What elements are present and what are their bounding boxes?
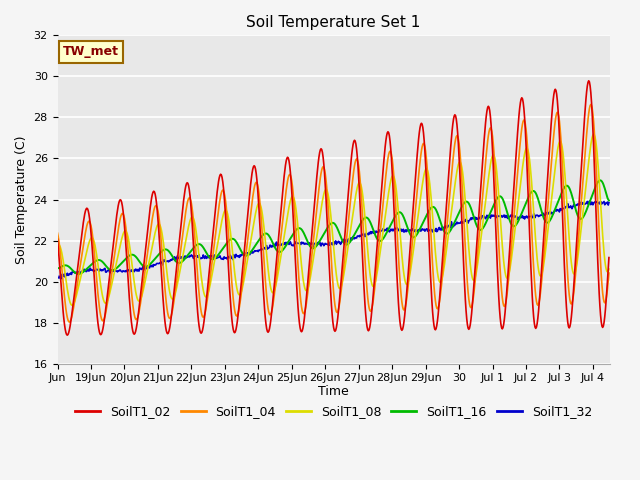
SoilT1_04	[587, 102, 595, 108]
SoilT1_32	[419, 226, 426, 232]
SoilT1_32	[558, 207, 566, 213]
SoilT1_16	[463, 199, 470, 204]
SoilT1_16	[605, 198, 612, 204]
SoilT1_04	[463, 270, 470, 276]
SoilT1_16	[75, 271, 83, 277]
SoilT1_08	[558, 144, 566, 150]
SoilT1_32	[593, 199, 601, 204]
SoilT1_02	[426, 256, 434, 262]
SoilT1_16	[358, 218, 366, 224]
SoilT1_08	[54, 242, 61, 248]
SoilT1_32	[605, 200, 612, 205]
SoilT1_04	[65, 319, 73, 325]
Text: TW_met: TW_met	[63, 45, 119, 58]
SoilT1_04	[54, 230, 61, 236]
SoilT1_08	[426, 181, 434, 187]
Line: SoilT1_04: SoilT1_04	[58, 105, 609, 322]
SoilT1_04	[426, 209, 434, 215]
SoilT1_08	[68, 302, 76, 308]
SoilT1_02	[558, 205, 566, 211]
Legend: SoilT1_02, SoilT1_04, SoilT1_08, SoilT1_16, SoilT1_32: SoilT1_02, SoilT1_04, SoilT1_08, SoilT1_…	[70, 400, 597, 423]
SoilT1_16	[419, 222, 426, 228]
X-axis label: Time: Time	[318, 385, 349, 398]
SoilT1_02	[54, 236, 61, 242]
SoilT1_08	[589, 132, 597, 137]
Line: SoilT1_16: SoilT1_16	[58, 180, 609, 274]
Line: SoilT1_02: SoilT1_02	[58, 81, 609, 335]
SoilT1_04	[558, 159, 566, 165]
Line: SoilT1_08: SoilT1_08	[58, 134, 609, 305]
SoilT1_08	[593, 150, 601, 156]
SoilT1_04	[419, 144, 426, 150]
Title: Soil Temperature Set 1: Soil Temperature Set 1	[246, 15, 420, 30]
SoilT1_32	[586, 198, 593, 204]
SoilT1_08	[605, 266, 612, 272]
SoilT1_32	[358, 232, 366, 238]
SoilT1_08	[419, 183, 426, 189]
Y-axis label: Soil Temperature (C): Soil Temperature (C)	[15, 135, 28, 264]
SoilT1_32	[426, 228, 434, 233]
SoilT1_02	[593, 240, 601, 246]
SoilT1_32	[463, 219, 470, 225]
SoilT1_08	[463, 218, 470, 224]
SoilT1_32	[54, 273, 61, 279]
SoilT1_16	[426, 206, 434, 212]
SoilT1_16	[54, 265, 61, 271]
SoilT1_02	[63, 332, 71, 338]
SoilT1_16	[596, 178, 604, 183]
SoilT1_04	[605, 270, 612, 276]
SoilT1_02	[463, 316, 470, 322]
SoilT1_04	[593, 184, 601, 190]
SoilT1_02	[605, 255, 612, 261]
SoilT1_32	[57, 276, 65, 282]
SoilT1_02	[585, 78, 593, 84]
SoilT1_02	[358, 247, 366, 253]
SoilT1_04	[358, 207, 366, 213]
SoilT1_16	[593, 182, 600, 188]
SoilT1_02	[419, 121, 426, 127]
SoilT1_16	[558, 189, 566, 194]
Line: SoilT1_32: SoilT1_32	[58, 201, 609, 279]
SoilT1_08	[358, 188, 366, 194]
